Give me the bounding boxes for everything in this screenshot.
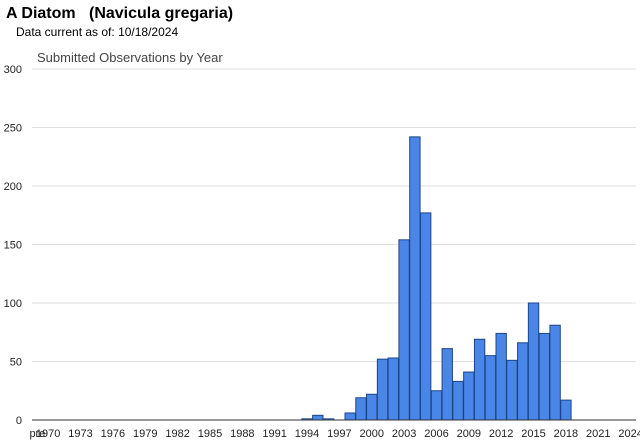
x-tick-label: 2000 — [360, 428, 384, 440]
y-tick-label: 300 — [4, 64, 22, 76]
x-tick-label: 1982 — [165, 428, 189, 440]
species-scientific-name: (Navicula gregaria) — [88, 5, 234, 22]
bar-2005 — [420, 212, 432, 421]
bar-2011 — [484, 355, 497, 421]
x-tick-label: 1976 — [101, 428, 125, 440]
data-current-date: 10/18/2024 — [118, 25, 179, 39]
x-tick-label: 2006 — [424, 428, 448, 440]
x-tick-label: 1997 — [327, 428, 351, 440]
page-title: A Diatom (Navicula gregaria) — [6, 5, 233, 23]
x-tick-label: 2021 — [586, 428, 610, 440]
data-current-note: Data current as of: 10/18/2024 — [16, 25, 178, 39]
y-tick-label: 0 — [16, 415, 22, 427]
x-tick-label: pre — [29, 428, 45, 440]
chart-title: Submitted Observations by Year — [37, 50, 223, 65]
bar-2009 — [463, 371, 475, 421]
bar-2002 — [387, 357, 399, 421]
bar-2013 — [506, 359, 518, 421]
bar-2015 — [527, 302, 540, 421]
bar-1995 — [312, 414, 324, 421]
x-tick-label: 2009 — [457, 428, 481, 440]
bar-2004 — [409, 136, 421, 421]
bar-2016 — [538, 332, 550, 421]
y-tick-label: 150 — [4, 240, 22, 252]
x-tick-label: 1994 — [295, 428, 319, 440]
x-tick-label: 2012 — [489, 428, 513, 440]
x-tick-label: 2015 — [521, 428, 545, 440]
x-tick-label: 2024 — [618, 428, 640, 440]
bar-2017 — [549, 324, 561, 421]
data-current-label: Data current as of: — [16, 25, 115, 39]
y-tick-label: 250 — [4, 123, 22, 135]
bar-2003 — [398, 239, 410, 421]
y-axis-ticks: 0 50 100 150 200 250 300 — [4, 64, 22, 427]
bar-2006 — [430, 390, 443, 421]
chart-gridlines — [32, 68, 636, 362]
species-common-name: A Diatom — [6, 5, 76, 22]
bar-2012 — [495, 332, 507, 421]
bar-2014 — [517, 342, 529, 421]
y-tick-label: 200 — [4, 181, 22, 193]
x-tick-label: 1973 — [68, 428, 92, 440]
bar-2008 — [452, 380, 464, 421]
bar-2007 — [441, 348, 453, 421]
y-tick-label: 50 — [10, 357, 22, 369]
bar-1999 — [355, 397, 367, 421]
bar-2010 — [473, 338, 486, 421]
x-tick-label: 2018 — [554, 428, 578, 440]
x-tick-label: 1988 — [230, 428, 254, 440]
x-tick-label: 1985 — [198, 428, 222, 440]
x-tick-label: 1979 — [133, 428, 157, 440]
chart-bars — [301, 136, 572, 421]
bar-2018 — [560, 399, 572, 421]
bar-1998 — [344, 412, 356, 421]
y-tick-label: 100 — [4, 298, 22, 310]
bar-2001 — [376, 358, 389, 421]
bar-2000 — [366, 393, 378, 421]
x-tick-label: 1970 — [36, 428, 60, 440]
x-tick-label: 2003 — [392, 428, 416, 440]
x-tick-label: 1991 — [262, 428, 286, 440]
